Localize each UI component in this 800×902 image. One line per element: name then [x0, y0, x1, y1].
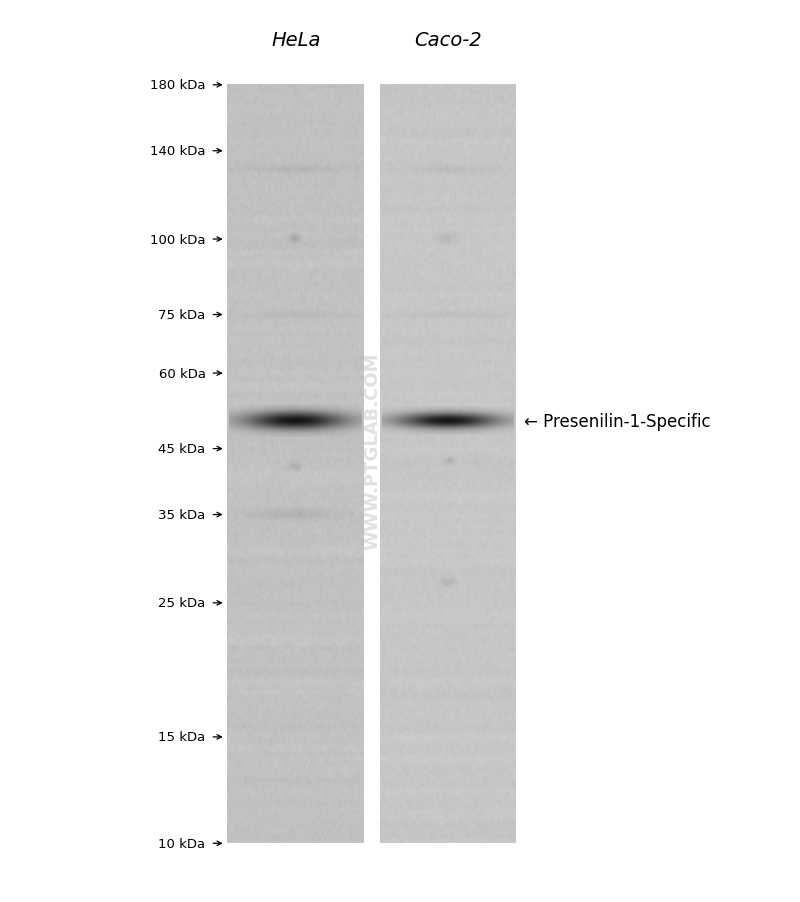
- Text: WWW.PTGLAB.COM: WWW.PTGLAB.COM: [363, 353, 381, 549]
- Text: 75 kDa: 75 kDa: [158, 308, 206, 322]
- Text: 25 kDa: 25 kDa: [158, 597, 206, 610]
- Text: Caco-2: Caco-2: [414, 31, 482, 50]
- Text: 140 kDa: 140 kDa: [150, 145, 206, 158]
- Text: 15 kDa: 15 kDa: [158, 731, 206, 743]
- Text: 180 kDa: 180 kDa: [150, 79, 206, 92]
- Text: 100 kDa: 100 kDa: [150, 234, 206, 246]
- Text: 60 kDa: 60 kDa: [158, 367, 206, 380]
- Text: HeLa: HeLa: [271, 31, 321, 50]
- Text: 35 kDa: 35 kDa: [158, 509, 206, 521]
- Text: 10 kDa: 10 kDa: [158, 837, 206, 850]
- Text: 45 kDa: 45 kDa: [158, 443, 206, 456]
- Text: ← Presenilin-1-Specific: ← Presenilin-1-Specific: [524, 412, 710, 430]
